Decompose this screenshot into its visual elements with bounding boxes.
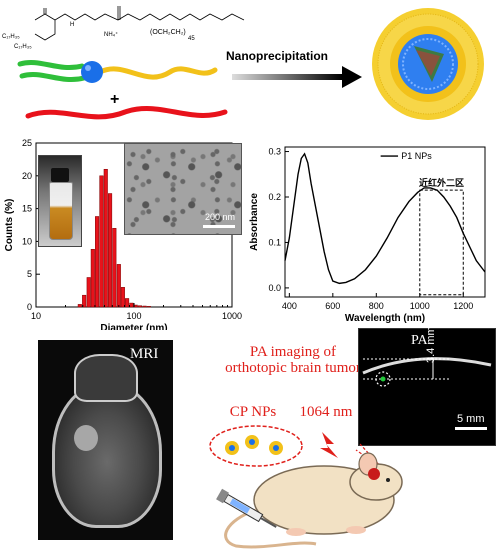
abs-ylabel: Absorbance bbox=[249, 193, 260, 251]
arrow-head bbox=[342, 66, 362, 88]
green-chain bbox=[17, 60, 85, 70]
ammonium-label: NH₄⁺ bbox=[104, 31, 118, 38]
hist-bar-3 bbox=[90, 249, 95, 308]
pa-title: PA imaging of orthotopic brain tumor bbox=[218, 344, 368, 376]
mouse-eye bbox=[386, 478, 390, 482]
peg-count-label: 45 bbox=[188, 36, 195, 42]
mri-tumor bbox=[74, 425, 98, 451]
mri-label: MRI bbox=[130, 346, 159, 362]
abs-series-line bbox=[284, 152, 486, 285]
nanoparticle bbox=[372, 8, 484, 120]
abs-xtick-label-1: 600 bbox=[325, 301, 340, 311]
hist-bar-8 bbox=[112, 228, 117, 308]
hist-bar-11 bbox=[125, 298, 130, 308]
arrow-shaft bbox=[232, 74, 342, 80]
h-label: H bbox=[70, 22, 74, 28]
chain-label-2: C₁₇H₃₅ bbox=[14, 44, 32, 50]
hist-bar-9 bbox=[116, 264, 121, 308]
hist-bar-0 bbox=[77, 304, 82, 308]
hist-bar-4 bbox=[95, 216, 100, 308]
pa-scale-label: 5 mm bbox=[457, 413, 485, 425]
abs-ytick-label-3: 0.3 bbox=[268, 147, 281, 157]
np-dot-1 bbox=[225, 441, 239, 455]
pa-depth-label: 3.4 mm bbox=[425, 326, 437, 363]
laser-bolt bbox=[320, 432, 338, 458]
cp-label: CP NPs bbox=[229, 404, 277, 420]
hist-xlabel: Diameter (nm) bbox=[100, 323, 167, 330]
pa-overlay bbox=[362, 357, 492, 430]
abs-xlabel: Wavelength (nm) bbox=[345, 313, 425, 324]
hist-bar-14 bbox=[137, 305, 142, 308]
abs-xtick-label-4: 1200 bbox=[453, 301, 473, 311]
hist-bar-10 bbox=[120, 287, 125, 308]
plus-sign: + bbox=[110, 91, 119, 108]
absorbance-panel: 近红外二区 P1 NPs 0.0 0.1 0.2 0.3 400 600 800 1000 1200… bbox=[245, 135, 496, 330]
mouse-tail bbox=[224, 508, 317, 549]
abs-ytick-label-0: 0.0 bbox=[268, 283, 281, 293]
abs-xtick-label-2: 800 bbox=[369, 301, 384, 311]
pa-image: PA 3.4 mm 5 mm bbox=[358, 326, 496, 446]
chemical-structure bbox=[34, 6, 245, 41]
np-dot-2 bbox=[245, 435, 259, 449]
mri-snout bbox=[74, 354, 138, 402]
hist-ytick-label-4: 20 bbox=[22, 171, 32, 181]
hist-xtick-label-1: 100 bbox=[126, 311, 141, 321]
abs-ytick-label-2: 0.2 bbox=[268, 192, 281, 202]
hist-ytick-label-2: 10 bbox=[22, 236, 32, 246]
abs-nir-box bbox=[419, 189, 464, 296]
hist-bar-16 bbox=[146, 306, 151, 308]
hist-ytick-label-1: 5 bbox=[27, 269, 32, 279]
abs-xtick-label-0: 400 bbox=[282, 301, 297, 311]
scheme-svg: C₁₇H₃₅ C₁₇H₃₅ H NH₄⁺ (OCH₂CH₂) 45 + Nano… bbox=[2, 6, 484, 120]
chain-label-1: C₁₇H₃₅ bbox=[2, 34, 20, 40]
blue-core bbox=[81, 61, 103, 83]
mouse-illustration bbox=[216, 432, 403, 549]
abs-annotation: 近红外二区 bbox=[419, 177, 464, 188]
arrow-label: Nanoprecipitation bbox=[226, 49, 328, 63]
abs-ytick-label-1: 0.1 bbox=[268, 237, 281, 247]
peg-label: (OCH₂CH₂) bbox=[150, 29, 186, 36]
abs-legend-label: P1 NPs bbox=[401, 151, 432, 161]
mri-image: MRI bbox=[38, 340, 173, 540]
hist-bar-6 bbox=[103, 168, 108, 308]
hist-xtick-label-2: 1000 bbox=[222, 311, 242, 321]
abs-frame bbox=[284, 146, 486, 298]
hist-bar-2 bbox=[86, 277, 91, 308]
tem-image: 200 nm bbox=[124, 143, 242, 235]
abs-xtick-label-3: 1000 bbox=[410, 301, 430, 311]
hist-bar-7 bbox=[108, 193, 113, 308]
size-histogram: 0 5 10 15 20 25 10 100 1000 Diameter (nm) Counts (… bbox=[4, 138, 242, 334]
hist-bar-12 bbox=[129, 302, 134, 308]
pa-label: PA bbox=[411, 333, 428, 348]
np-cloud bbox=[209, 425, 303, 467]
scheme-panel: C₁₇H₃₅ C₁₇H₃₅ H NH₄⁺ (OCH₂CH₂) 45 + Nano… bbox=[0, 0, 496, 135]
size-distribution-panel: 0 5 10 15 20 25 10 100 1000 Diameter (nm) Counts (… bbox=[0, 135, 245, 334]
vial-photo bbox=[38, 155, 82, 247]
hist-bar-1 bbox=[82, 294, 87, 308]
green-chain-2 bbox=[19, 72, 87, 82]
hist-ylabel: Counts (%) bbox=[4, 199, 15, 252]
vial-body bbox=[49, 182, 73, 240]
hist-ytick-label-3: 15 bbox=[22, 204, 32, 214]
absorbance-spectrum: 近红外二区 P1 NPs 0.0 0.1 0.2 0.3 400 600 800 1000 1200… bbox=[249, 146, 486, 324]
np-dot-3 bbox=[269, 441, 283, 455]
hist-bar-5 bbox=[99, 175, 104, 308]
mouse-tumor bbox=[368, 468, 380, 480]
tem-scale-bar bbox=[203, 225, 235, 228]
vial-cap bbox=[51, 168, 69, 182]
hist-ytick-label-5: 25 bbox=[22, 138, 32, 148]
yellow-chain bbox=[97, 66, 218, 80]
red-chain bbox=[25, 106, 228, 120]
hist-ytick-label-0: 0 bbox=[27, 302, 32, 312]
syringe-icon bbox=[216, 488, 277, 528]
tem-scale-label: 200 nm bbox=[204, 212, 235, 222]
laser-label: 1064 nm bbox=[299, 404, 353, 420]
hist-xtick-label-0: 10 bbox=[31, 311, 41, 321]
pa-title-text: PA imaging of orthotopic brain tumor bbox=[225, 344, 361, 376]
hist-bar-15 bbox=[142, 305, 147, 308]
mri-head bbox=[52, 382, 162, 528]
